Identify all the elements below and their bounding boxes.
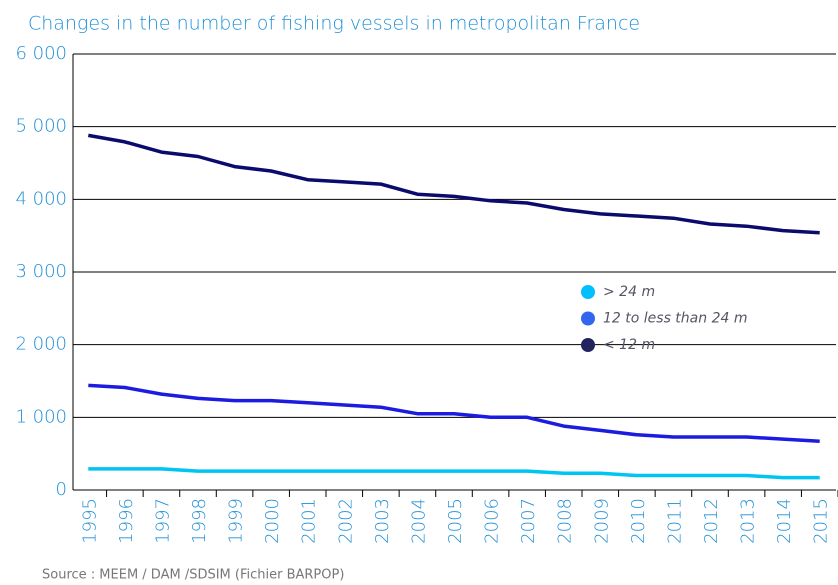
- legend-label: 12 to less than 24 m: [603, 311, 747, 327]
- x-tick-label: 2000: [262, 498, 283, 544]
- x-tick-label: 2013: [738, 498, 759, 544]
- x-tick-label: 1996: [116, 498, 137, 544]
- x-tick-label: 1999: [226, 498, 247, 544]
- y-tick-label: 5 000: [15, 116, 67, 137]
- x-tick-label: 2002: [335, 498, 356, 544]
- x-tick-label: 1998: [189, 498, 210, 544]
- y-tick-label: 6 000: [15, 43, 67, 64]
- x-tick-label: 2008: [555, 498, 576, 544]
- x-tick-label: 2001: [299, 498, 320, 544]
- legend-marker: [581, 311, 595, 326]
- x-tick-label: 1995: [79, 498, 100, 544]
- legend-label: > 24 m: [603, 284, 655, 300]
- y-tick-label: 1 000: [15, 406, 67, 427]
- legend-label: < 12 m: [603, 337, 655, 353]
- series-line: [87, 133, 820, 235]
- x-tick-label: 2006: [482, 498, 503, 544]
- x-tick-label: 2009: [591, 498, 612, 544]
- y-tick-label: 2 000: [15, 334, 67, 355]
- x-tick-label: 2005: [445, 498, 466, 544]
- x-tick-label: 2014: [774, 498, 795, 544]
- y-tick-label: 3 000: [15, 261, 67, 282]
- x-tick-label: 2004: [408, 498, 429, 544]
- legend-marker: [581, 338, 595, 352]
- x-tick-label: 1997: [152, 498, 173, 544]
- chart-title: Changes in the number of fishing vessels…: [28, 13, 640, 35]
- y-tick-label: 4 000: [15, 188, 67, 209]
- x-tick-label: 2003: [372, 498, 393, 544]
- legend-marker: [581, 285, 595, 299]
- y-tick-label: 0: [56, 479, 67, 500]
- x-tick-label: 2011: [664, 498, 685, 544]
- x-tick-label: 2012: [701, 498, 722, 544]
- series-line: [88, 383, 820, 444]
- x-tick-label: 2010: [628, 498, 649, 544]
- x-tick-label: 2015: [811, 498, 832, 544]
- series-line: [88, 467, 820, 480]
- source-note: Source : MEEM / DAM /SDSIM (Fichier BARP…: [42, 568, 344, 583]
- x-tick-label: 2007: [518, 498, 539, 544]
